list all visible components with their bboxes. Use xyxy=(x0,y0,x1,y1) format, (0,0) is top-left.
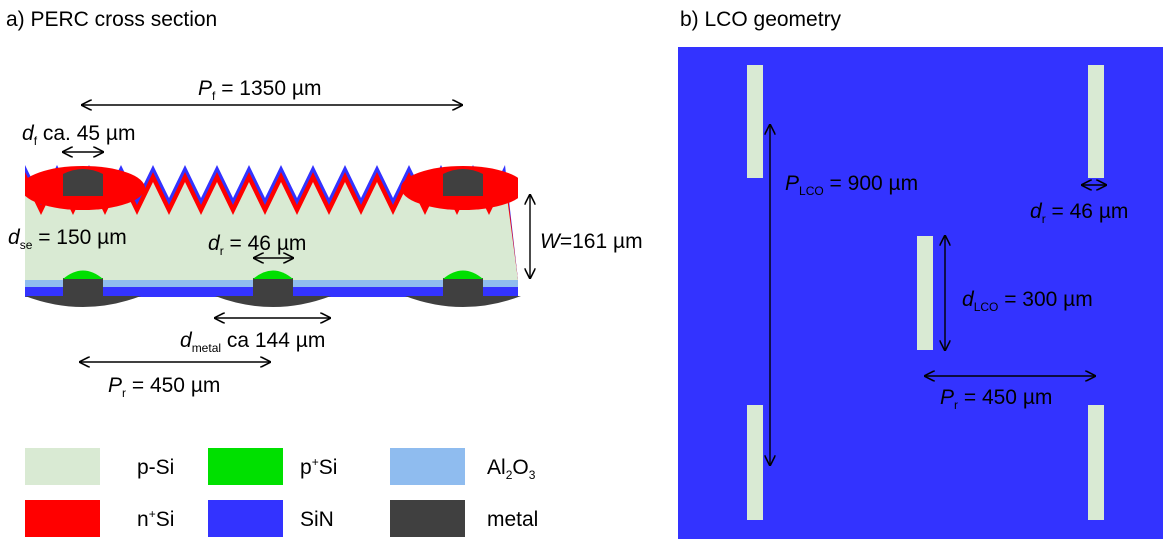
label-part: P xyxy=(198,77,212,100)
label-part: p xyxy=(300,456,312,479)
label-part: P xyxy=(940,386,954,409)
label: df ca. 45 µm xyxy=(22,122,136,148)
lco-bar xyxy=(1088,65,1104,178)
panel-title: b) LCO geometry xyxy=(680,8,842,31)
label-part: = 46 µm xyxy=(1046,200,1129,223)
label-part: n xyxy=(137,508,149,531)
legend-label: SiN xyxy=(300,508,334,531)
label-part: = 1350 µm xyxy=(215,77,321,100)
label-part: ca 144 µm xyxy=(221,329,325,352)
label-part: Si xyxy=(156,508,175,531)
label-part: metal xyxy=(487,508,538,531)
panel-title: a) PERC cross section xyxy=(6,8,217,31)
legend-swatch xyxy=(390,448,465,485)
lco-bar xyxy=(1088,405,1104,520)
label-part: P xyxy=(108,374,122,397)
label: dr = 46 µm xyxy=(208,232,306,258)
rear-contact xyxy=(443,278,483,304)
label-part: = 300 µm xyxy=(998,288,1092,311)
label-part: P xyxy=(785,172,799,195)
label: dr = 46 µm xyxy=(1030,200,1128,226)
legend-swatch xyxy=(25,500,100,537)
label-part: =161 µm xyxy=(560,230,643,253)
legend-label: p-Si xyxy=(137,456,174,479)
label-part: W xyxy=(540,230,562,253)
legend-swatch xyxy=(208,500,283,537)
label-part: metal xyxy=(192,341,221,355)
rear-contact xyxy=(253,278,293,304)
label-part: ca. 45 µm xyxy=(37,122,135,145)
legend-swatch xyxy=(390,500,465,537)
label-part: p-Si xyxy=(137,456,174,479)
rear-contact xyxy=(63,278,103,304)
legend-swatch xyxy=(208,448,283,485)
legend-swatch xyxy=(25,448,100,485)
label-part: = 46 µm xyxy=(224,232,307,255)
label: Pr = 450 µm xyxy=(108,374,220,400)
label-part: + xyxy=(312,455,319,469)
label-part: 3 xyxy=(529,468,536,482)
label: W=161 µm xyxy=(540,230,643,253)
legend-label: p+Si xyxy=(300,455,337,479)
label-part: Si xyxy=(319,456,338,479)
label-part: SiN xyxy=(300,508,334,531)
label-part: O xyxy=(512,456,528,479)
legend-label: n+Si xyxy=(137,507,174,531)
front-finger xyxy=(443,169,483,196)
legend-label: metal xyxy=(487,508,538,531)
figure: a) PERC cross section b) LCO geometry Pf… xyxy=(0,0,1167,541)
label-part: = 150 µm xyxy=(32,226,126,249)
label: dmetal ca 144 µm xyxy=(180,329,325,355)
legend-label: Al2O3 xyxy=(487,456,536,482)
label-part: LCO xyxy=(799,184,824,198)
front-finger xyxy=(63,169,103,196)
label-part: se xyxy=(20,238,33,252)
label: Pf = 1350 µm xyxy=(198,77,321,103)
label-part: LCO xyxy=(974,300,999,314)
lco-bar xyxy=(917,236,933,350)
label-part: + xyxy=(149,507,156,521)
label-part: = 900 µm xyxy=(824,172,918,195)
lco-bar xyxy=(747,65,763,178)
lco-bar xyxy=(747,405,763,520)
label-part: Al xyxy=(487,456,506,479)
label-part: = 450 µm xyxy=(126,374,220,397)
label-part: = 450 µm xyxy=(958,386,1052,409)
